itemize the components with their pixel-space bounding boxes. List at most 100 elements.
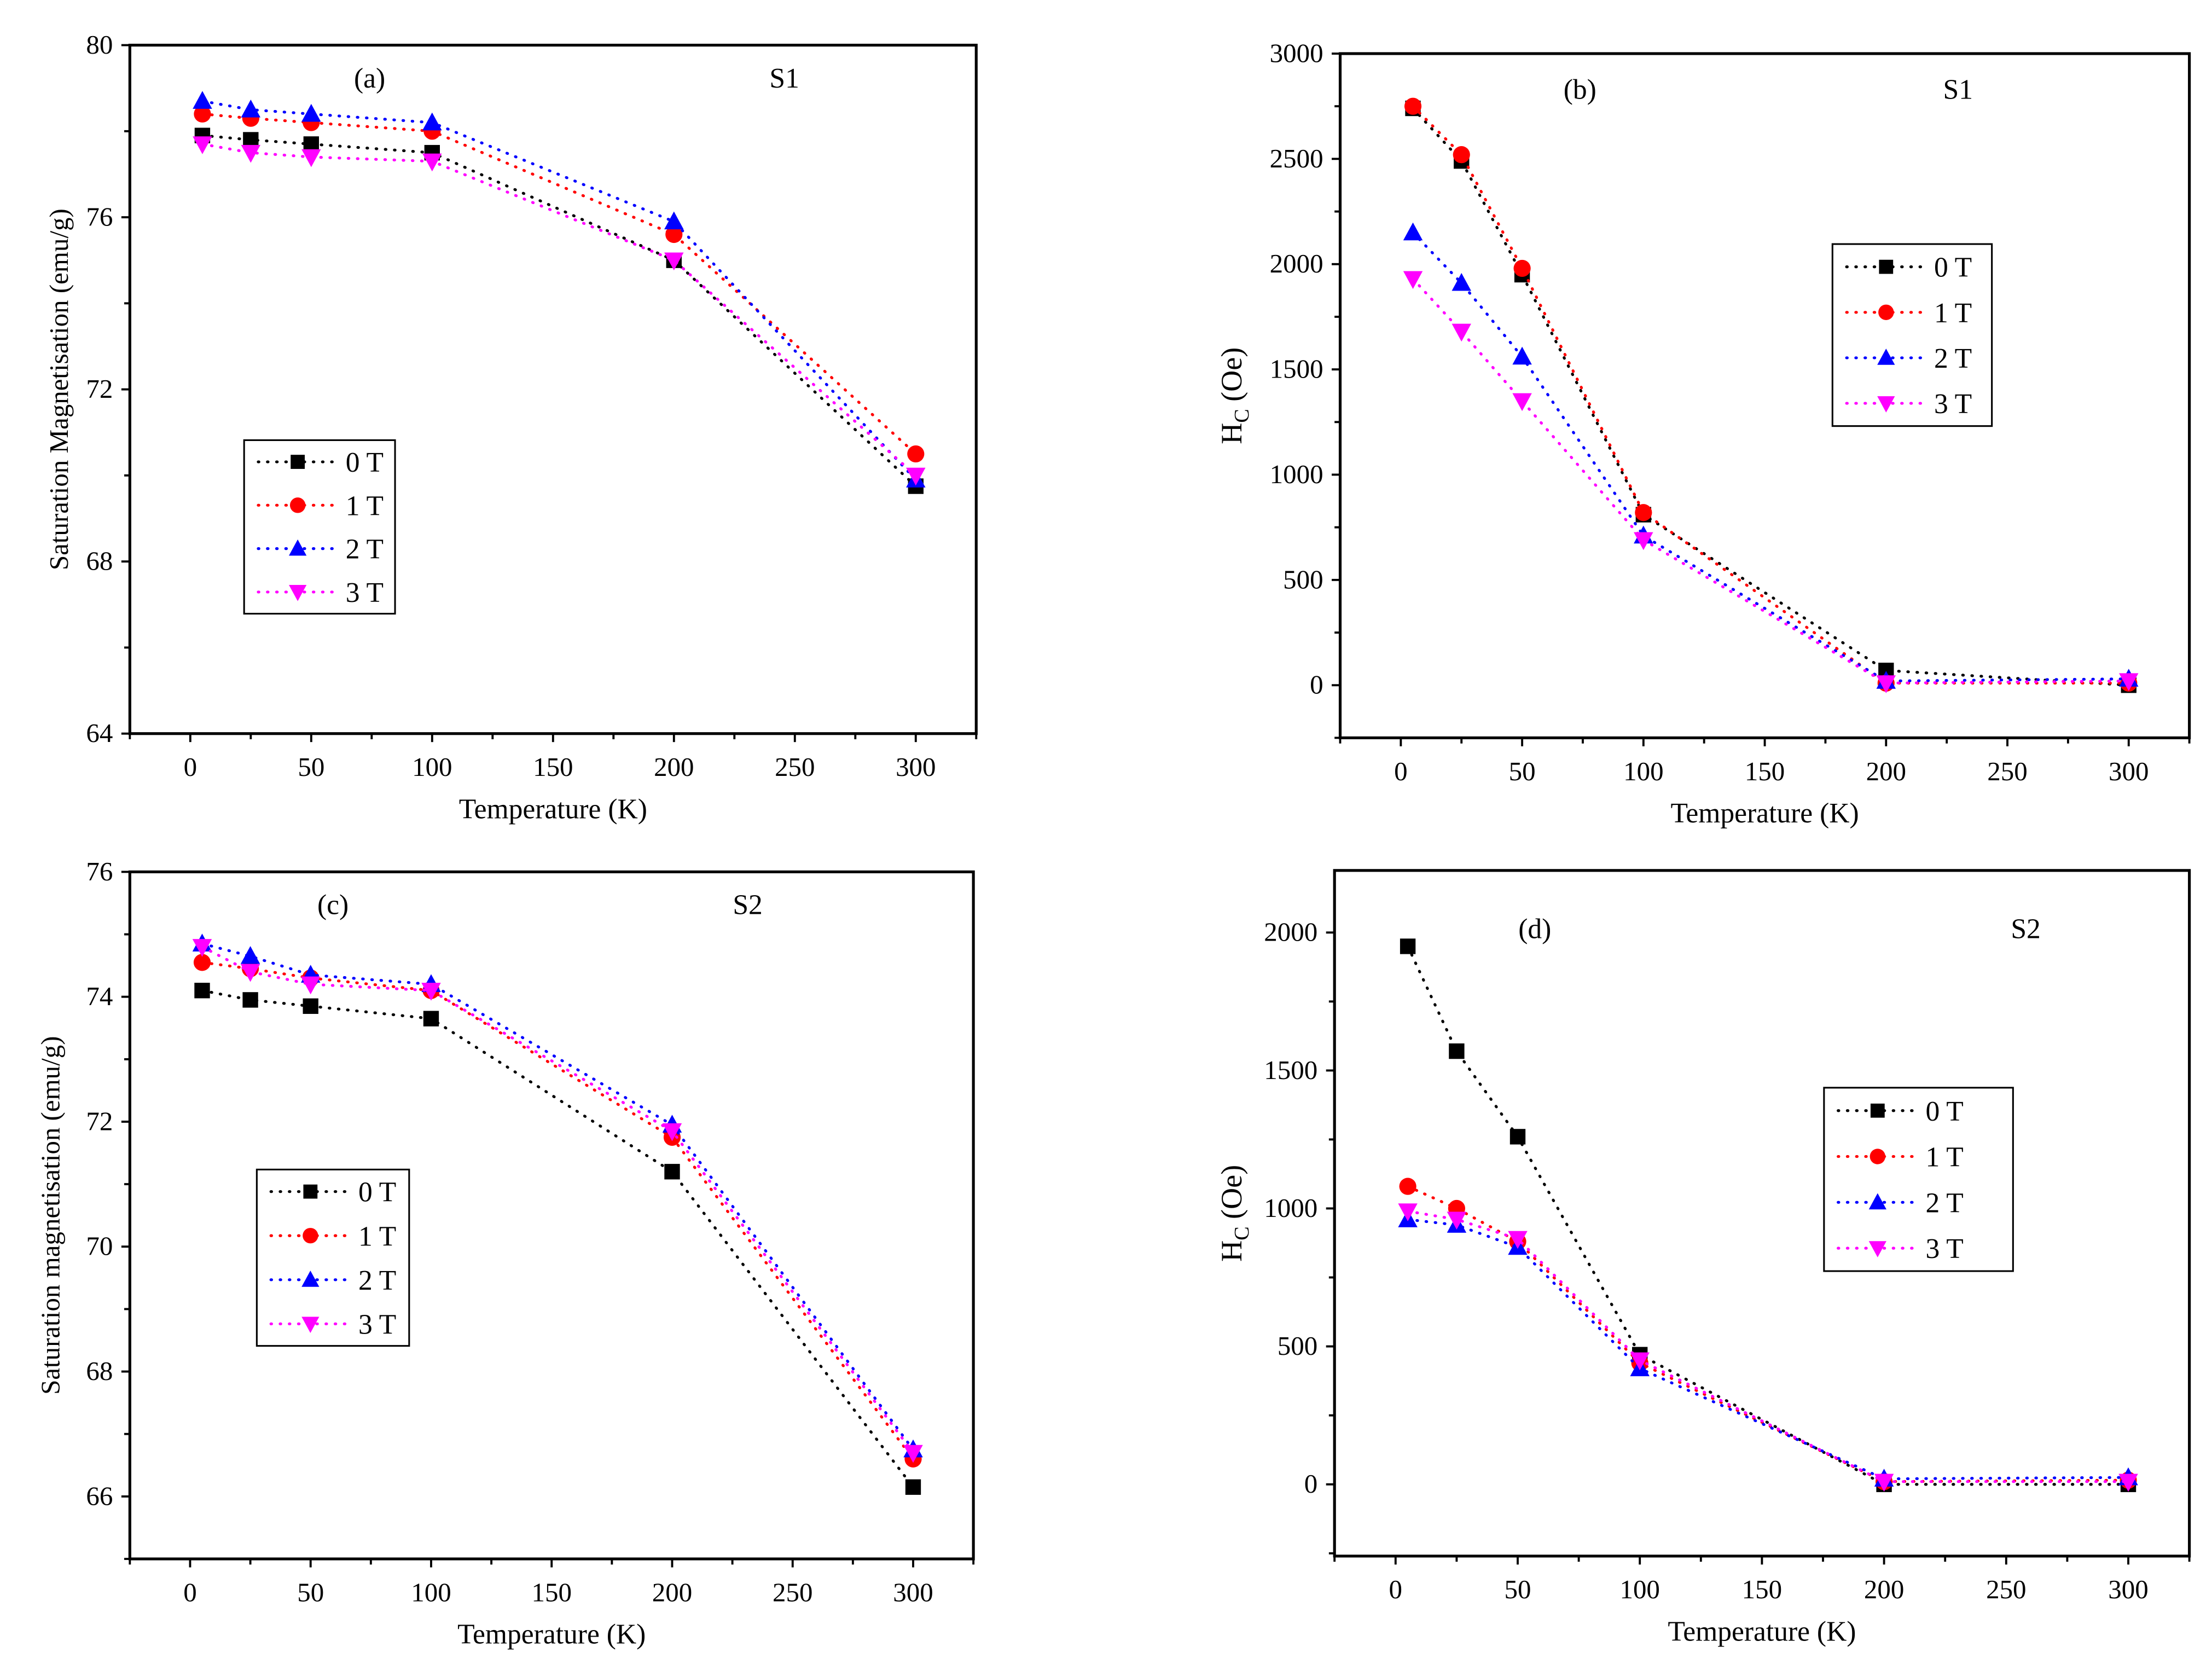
- y-tick-label: 1500: [1270, 354, 1323, 384]
- data-point: [1874, 1474, 1894, 1492]
- sample-label: S1: [1943, 74, 1973, 105]
- data-point: [192, 939, 212, 957]
- series-line: [1406, 1218, 2130, 1481]
- x-axis-label: Temperature (K): [459, 793, 647, 825]
- data-point: [422, 153, 442, 172]
- y-tick-label: 0: [1310, 670, 1323, 700]
- y-tick-label: 70: [86, 1231, 113, 1261]
- x-axis-label: Temperature (K): [457, 1619, 646, 1650]
- series-3t: [1403, 271, 2139, 693]
- legend-item: 3 T: [269, 1309, 396, 1340]
- legend-label: 0 T: [346, 447, 384, 478]
- data-point: [1398, 1203, 1418, 1221]
- series-2t: [1403, 222, 2139, 689]
- legend-marker: [301, 1271, 320, 1287]
- x-tick-label: 300: [2108, 1574, 2148, 1604]
- legend-label: 2 T: [1925, 1187, 1963, 1219]
- data-point: [1508, 1231, 1528, 1249]
- y-tick-label: 72: [86, 1106, 113, 1136]
- legend-marker: [303, 1228, 318, 1244]
- x-tick-label: 100: [412, 752, 452, 782]
- y-tick-label: 2000: [1270, 248, 1323, 279]
- series-3t: [192, 939, 923, 1463]
- data-point: [1634, 532, 1653, 550]
- legend-label: 2 T: [1934, 343, 1972, 374]
- data-point: [1400, 938, 1416, 954]
- legend: 0 T 1 T 2 T 3 T: [243, 439, 396, 615]
- data-point: [662, 1123, 682, 1141]
- legend-item: 0 T: [1845, 252, 1972, 283]
- legend-marker: [1879, 259, 1894, 274]
- x-tick-label: 150: [533, 752, 573, 782]
- legend-marker: [1877, 396, 1895, 413]
- legend-label: 1 T: [346, 490, 384, 521]
- data-point: [664, 252, 684, 271]
- x-tick-label: 300: [893, 1577, 933, 1607]
- legend-marker: [1868, 1193, 1886, 1210]
- legend-frame: [1823, 1087, 2014, 1272]
- series-line: [1406, 1185, 2130, 1483]
- data-point: [905, 1479, 921, 1495]
- legend: 0 T 1 T 2 T 3 T: [1831, 243, 1993, 427]
- data-point: [421, 983, 441, 1001]
- x-tick-label: 300: [896, 752, 936, 782]
- x-tick-label: 150: [1745, 756, 1785, 786]
- panel-c: 0 50 100 150 200 250 300 66 68 70 72 74 76 Temperatur…: [35, 856, 975, 1650]
- data-point: [903, 1445, 923, 1463]
- legend-marker: [1868, 1241, 1886, 1257]
- y-axis-label: Saturation Magnetisation (emu/g): [44, 208, 74, 570]
- x-tick-label: 100: [411, 1577, 451, 1607]
- y-tick-label: 76: [86, 202, 113, 232]
- series-line: [201, 100, 918, 482]
- data-point: [1513, 259, 1531, 277]
- x-tick-label: 250: [775, 752, 815, 782]
- data-point: [240, 946, 260, 964]
- y-tick-label: 66: [86, 1481, 113, 1511]
- legend-item: 0 T: [269, 1177, 396, 1208]
- data-point: [2119, 673, 2139, 691]
- legend-item: 3 T: [1837, 1233, 1964, 1265]
- y-tick-label: 3000: [1270, 38, 1323, 68]
- series-line: [1411, 231, 2130, 683]
- x-tick-label: 100: [1619, 1574, 1659, 1604]
- sample-label: S2: [733, 890, 762, 921]
- panel-b: 0 50 100 150 200 250 3000500100015002000250030…: [1215, 38, 2191, 829]
- data-point: [301, 103, 321, 122]
- series-1t: [194, 105, 925, 463]
- legend-label: 1 T: [358, 1221, 396, 1252]
- data-point: [1453, 146, 1470, 164]
- x-tick-label: 100: [1623, 756, 1663, 786]
- series-line: [200, 945, 915, 1454]
- legend-item: 1 T: [1845, 298, 1972, 329]
- y-tick-label: 1000: [1264, 1193, 1317, 1223]
- data-point: [193, 91, 212, 109]
- y-tick-label: 1000: [1270, 459, 1323, 489]
- panel-a: 0 50 100 150 200 250 300 64 68 72 76 80 Temperature …: [44, 30, 978, 825]
- legend-marker: [1877, 349, 1895, 365]
- data-point: [1449, 1043, 1465, 1059]
- y-tick-label: 1500: [1264, 1055, 1317, 1085]
- data-point: [2118, 1474, 2138, 1492]
- legend-marker: [1878, 304, 1894, 320]
- x-tick-label: 200: [652, 1577, 692, 1607]
- legend-label: 0 T: [1925, 1096, 1963, 1127]
- legend-label: 2 T: [358, 1265, 396, 1296]
- x-tick-label: 50: [298, 752, 324, 782]
- legend-marker: [289, 585, 307, 601]
- x-tick-label: 200: [1866, 756, 1906, 786]
- x-tick-label: 250: [1987, 756, 2027, 786]
- data-point: [664, 1164, 680, 1180]
- x-tick-label: 250: [773, 1577, 812, 1607]
- legend-item: 1 T: [269, 1221, 396, 1252]
- series-2t: [193, 91, 926, 488]
- legend-marker: [1870, 1149, 1886, 1164]
- x-tick-label: 0: [1389, 1574, 1402, 1604]
- x-tick-label: 250: [1986, 1574, 2026, 1604]
- x-tick-label: 0: [1394, 756, 1407, 786]
- series-2t: [1398, 1209, 2138, 1487]
- panel-label: (c): [317, 890, 349, 921]
- x-tick-label: 0: [183, 1577, 196, 1607]
- data-point: [242, 992, 258, 1008]
- legend-item: 2 T: [257, 534, 384, 565]
- data-point: [1403, 222, 1423, 241]
